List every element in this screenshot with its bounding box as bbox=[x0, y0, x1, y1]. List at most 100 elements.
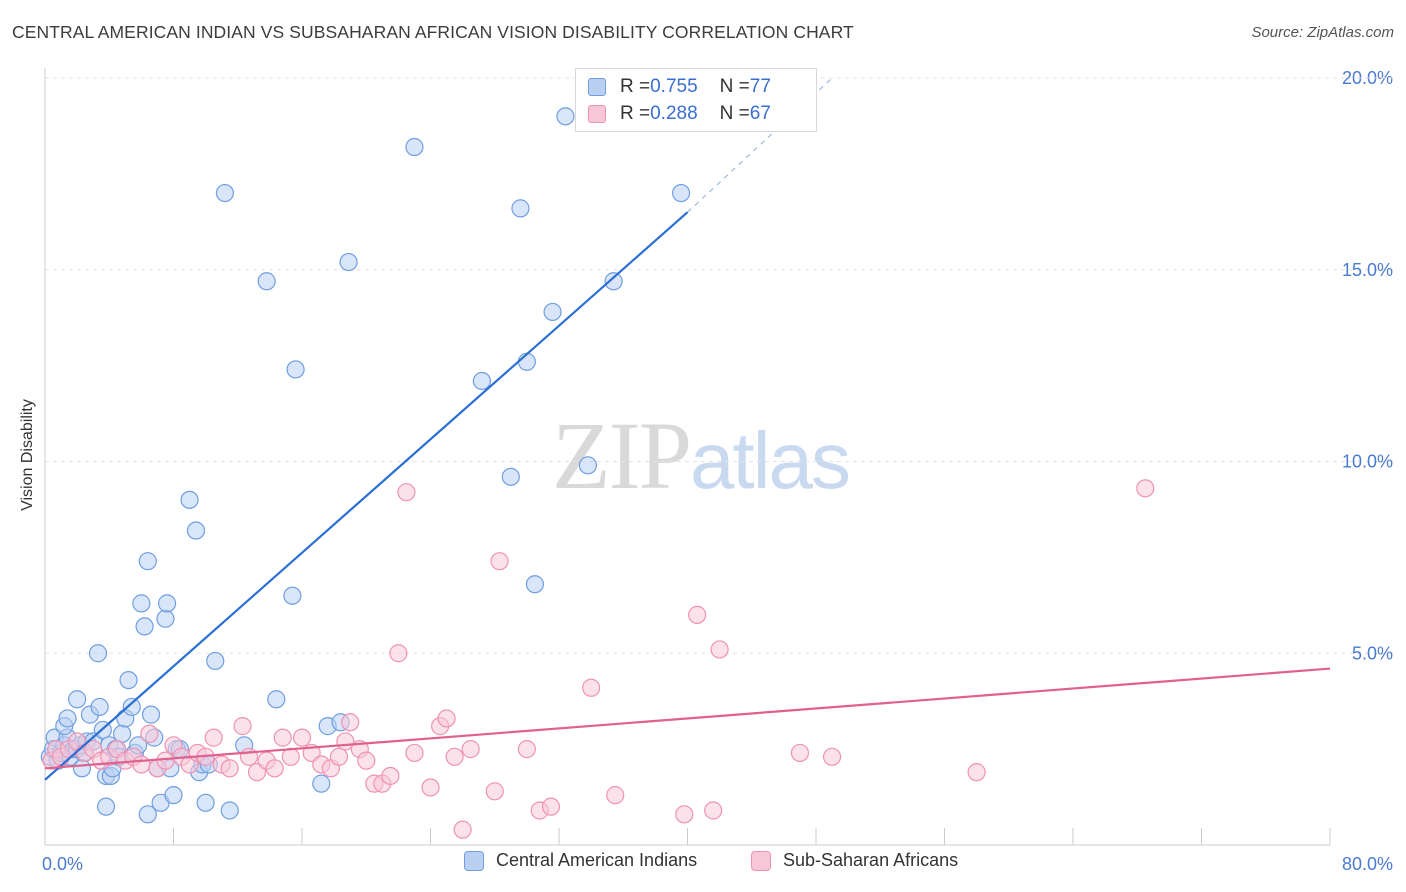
subsaharan-point bbox=[461, 740, 480, 759]
subsaharan-point bbox=[967, 763, 986, 782]
central-american-point bbox=[286, 360, 305, 379]
subsaharan-point bbox=[281, 747, 300, 766]
legend-n-value: 67 bbox=[749, 103, 771, 124]
central-american-point bbox=[119, 670, 138, 690]
subsaharan-point bbox=[675, 805, 694, 824]
legend-r-label: R = bbox=[620, 76, 651, 97]
legend-swatch-subsaharan bbox=[751, 850, 771, 871]
subsaharan-point bbox=[239, 747, 259, 766]
central-american-point bbox=[138, 552, 157, 571]
subsaharan-point bbox=[381, 766, 400, 786]
central-american-point bbox=[157, 594, 177, 613]
central-american-point bbox=[472, 371, 491, 391]
central-american-point bbox=[186, 521, 206, 540]
central-american-point bbox=[132, 594, 151, 613]
watermark-atlas: atlas bbox=[690, 416, 851, 505]
central-american-point bbox=[671, 183, 691, 203]
central-american-point bbox=[220, 801, 239, 820]
subsaharan-point bbox=[389, 644, 408, 663]
central-american-point bbox=[196, 793, 215, 812]
subsaharan-point bbox=[220, 759, 239, 778]
subsaharan-point bbox=[140, 724, 159, 743]
central-american-point bbox=[58, 709, 77, 728]
central-american-point bbox=[90, 697, 109, 717]
legend-row-subsaharan: R = 0.288 N = 67 bbox=[588, 102, 771, 126]
subsaharan-point bbox=[292, 728, 312, 747]
subsaharan-point bbox=[790, 743, 810, 763]
subsaharan-point bbox=[329, 747, 349, 766]
central-american-point bbox=[180, 490, 199, 509]
central-american-point bbox=[156, 609, 175, 628]
subsaharan-point bbox=[204, 728, 223, 747]
legend-label-subsaharan: Sub-Saharan Africans bbox=[783, 850, 959, 870]
legend-n-label: N = bbox=[719, 103, 750, 124]
subsaharan-point bbox=[397, 483, 416, 502]
legend-row-central: R = 0.755 N = 77 bbox=[588, 75, 771, 99]
legend-n-label: N = bbox=[719, 76, 750, 97]
central-american-point bbox=[556, 107, 575, 126]
subsaharan-point bbox=[606, 786, 625, 805]
subsaharan-point bbox=[453, 820, 472, 839]
central-american-point bbox=[96, 797, 116, 816]
central-american-point bbox=[339, 252, 358, 272]
subsaharan-point bbox=[421, 778, 440, 797]
central-american-point bbox=[164, 786, 183, 805]
central-american-point bbox=[72, 759, 92, 778]
chart-title: CENTRAL AMERICAN INDIAN VS SUBSAHARAN AF… bbox=[12, 22, 854, 42]
subsaharan-point bbox=[541, 797, 561, 816]
central-american-point bbox=[283, 586, 302, 605]
subsaharan-point bbox=[273, 728, 292, 747]
central-american-point bbox=[257, 272, 276, 291]
central-american-point bbox=[141, 705, 161, 724]
central-american-point bbox=[312, 774, 331, 793]
central-american-point bbox=[138, 805, 157, 824]
subsaharan-point bbox=[1136, 479, 1155, 498]
subsaharan-point bbox=[132, 755, 151, 774]
central-american-point bbox=[135, 617, 154, 636]
legend-swatch-subsaharan bbox=[588, 105, 606, 123]
y-tick-label: 5.0% bbox=[1352, 643, 1393, 663]
legend-r-value: 0.288 bbox=[650, 103, 698, 124]
central-american-point bbox=[112, 724, 132, 743]
subsaharan-trendline bbox=[44, 667, 1331, 770]
subsaharan-point bbox=[357, 751, 376, 770]
central-american-point bbox=[215, 183, 234, 203]
central-american-point bbox=[267, 690, 286, 709]
watermark: ZIPatlas bbox=[552, 400, 851, 511]
central-american-trendline bbox=[44, 211, 689, 781]
central-american-point bbox=[604, 272, 623, 291]
subsaharan-point bbox=[704, 801, 723, 820]
central-american-point bbox=[511, 199, 530, 218]
subsaharan-point bbox=[156, 751, 175, 770]
central-american-point bbox=[525, 575, 545, 594]
legend-item-central[interactable]: Central American Indians bbox=[464, 850, 697, 871]
legend-n-value: 77 bbox=[749, 76, 771, 97]
central-american-point bbox=[578, 456, 598, 475]
legend-swatch-central bbox=[588, 78, 606, 96]
subsaharan-point bbox=[582, 678, 601, 697]
subsaharan-point bbox=[822, 747, 842, 766]
subsaharan-point bbox=[688, 605, 707, 625]
subsaharan-point bbox=[517, 740, 536, 759]
central-american-point bbox=[88, 644, 108, 663]
source-credit: Source: ZipAtlas.com bbox=[1251, 24, 1394, 41]
x-tick-label: 80.0% bbox=[1342, 854, 1393, 874]
central-american-point bbox=[122, 697, 141, 717]
legend-r-value: 0.755 bbox=[650, 76, 698, 97]
y-tick-label: 15.0% bbox=[1342, 260, 1393, 280]
subsaharan-point bbox=[233, 717, 252, 736]
y-tick-label: 10.0% bbox=[1342, 452, 1393, 472]
series-legend: Central American Indians Sub-Saharan Afr… bbox=[0, 850, 1406, 878]
central-american-point bbox=[405, 137, 424, 157]
central-american-point bbox=[543, 302, 562, 322]
legend-swatch-central bbox=[464, 850, 484, 871]
legend-item-subsaharan[interactable]: Sub-Saharan Africans bbox=[751, 850, 958, 871]
subsaharan-point bbox=[437, 709, 456, 728]
central-american-point bbox=[206, 651, 225, 671]
subsaharan-point bbox=[405, 743, 424, 763]
legend-label-central: Central American Indians bbox=[496, 850, 698, 870]
central-american-point bbox=[68, 690, 87, 709]
subsaharan-point bbox=[265, 759, 284, 778]
legend-r-label: R = bbox=[620, 103, 651, 124]
